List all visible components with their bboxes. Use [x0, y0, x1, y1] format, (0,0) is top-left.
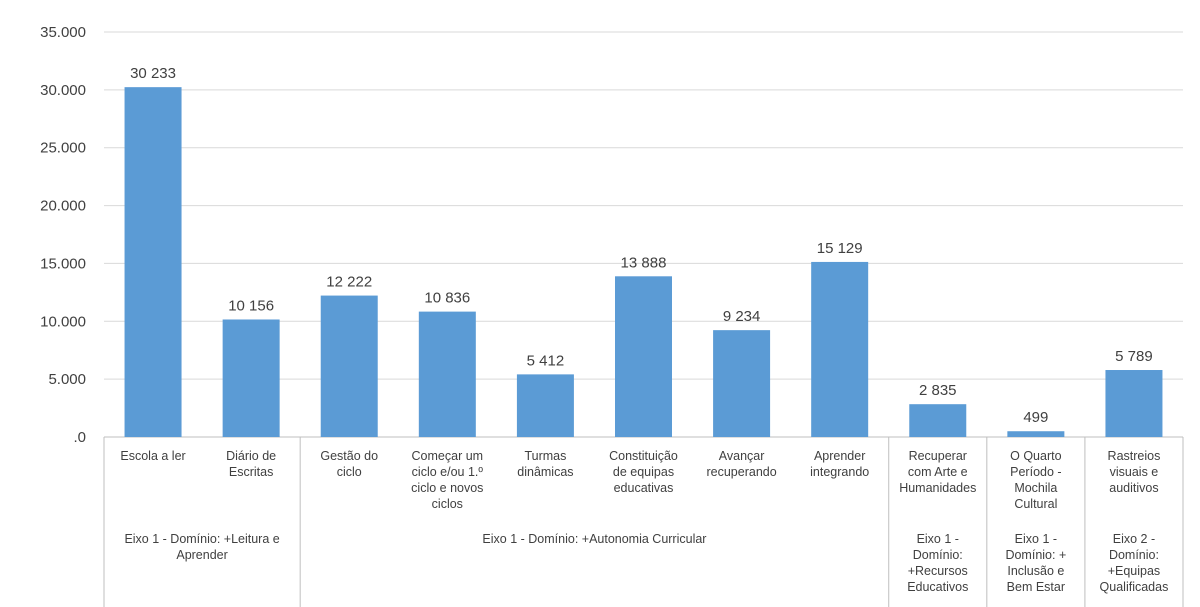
category-label: O Quarto Período -Mochila Cultural	[1010, 449, 1061, 511]
bar	[713, 330, 771, 437]
y-tick-label: 5.000	[48, 371, 86, 388]
bar	[909, 404, 967, 437]
group-label: Eixo 1 - Domínio: +Autonomia Curricular	[482, 532, 706, 546]
data-label: 5 412	[527, 352, 565, 369]
group-label: Eixo 2 -Domínio: +Equipas Qualificadas	[1100, 532, 1169, 594]
data-label: 15 129	[817, 240, 863, 257]
category-axis: Escola a ler Diário de Escritas Gestão do ci…	[103, 437, 1184, 607]
group-label: Eixo 1 -Domínio: +Recursos Educativos	[907, 532, 968, 594]
bar	[811, 261, 869, 437]
data-label: 499	[1023, 409, 1048, 426]
category-label: Recuperar com Arte e Humanidades	[899, 449, 976, 495]
data-label: 12 222	[326, 274, 372, 291]
data-label: 10 156	[228, 297, 274, 314]
y-tick-label: 15.000	[40, 255, 86, 272]
y-tick-label: 10.000	[40, 313, 86, 330]
category-label: Rastreios visuais e auditivos	[1108, 449, 1161, 495]
bar	[516, 374, 574, 437]
bar	[615, 276, 672, 437]
y-tick-label: 20.000	[40, 198, 86, 215]
bars	[124, 87, 1163, 437]
gridlines	[104, 31, 1183, 380]
bar	[418, 311, 476, 437]
data-label: 10 836	[424, 290, 470, 307]
data-label: 5 789	[1115, 348, 1153, 365]
bar	[1007, 431, 1065, 437]
data-labels: 30 233 10 156 12 222 10 836 5 412 13 888 9 234…	[130, 65, 1153, 426]
bar	[1105, 370, 1163, 437]
bar	[124, 87, 182, 437]
data-label: 9 234	[723, 308, 761, 325]
category-label: Turmas dinâmicas	[517, 449, 573, 479]
data-label: 30 233	[130, 65, 176, 82]
category-label: Aprender integrando	[810, 449, 869, 479]
axes: .0 5.000 10.000 15.000 20.000 25.000 30.000 35.…	[40, 24, 1183, 446]
category-label: Gestão do ciclo	[320, 449, 378, 479]
category-label: Constituição de equipas educativas	[609, 449, 678, 495]
y-tick-label: 25.000	[40, 140, 86, 157]
y-tick-label: 35.000	[40, 24, 86, 41]
data-label: 2 835	[919, 382, 957, 399]
bar	[222, 319, 280, 437]
y-tick-label: 30.000	[40, 82, 86, 99]
group-label: Eixo 1 - Domínio: +Leitura e Aprender	[124, 532, 279, 562]
category-label: Avançar recuperando	[706, 449, 776, 479]
category-label: Começar um ciclo e/ou 1.º ciclo e novos cic…	[411, 449, 483, 511]
category-label: Escola a ler	[120, 449, 185, 463]
category-label: Diário de Escritas	[226, 449, 276, 479]
bar	[320, 295, 378, 437]
y-tick-label: .0	[73, 429, 86, 446]
group-label: Eixo 1 -Domínio: + Inclusão e Bem Estar	[1005, 532, 1066, 594]
data-label: 13 888	[621, 254, 667, 271]
